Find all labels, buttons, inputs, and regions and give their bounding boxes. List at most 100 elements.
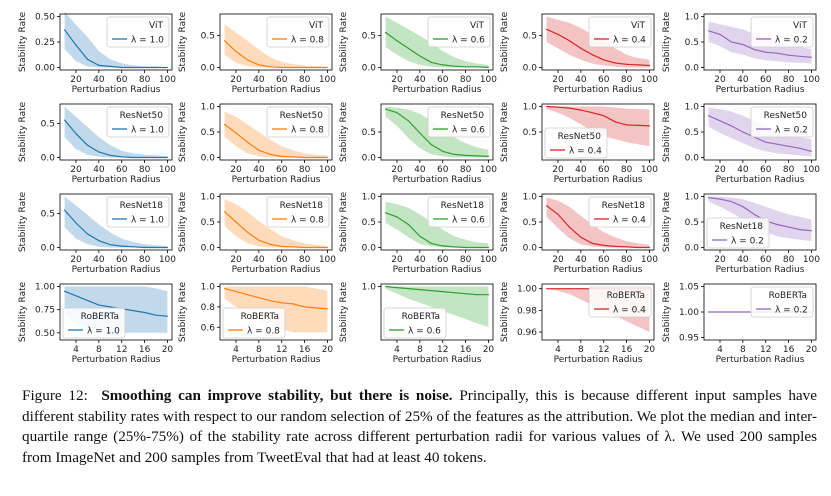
y-axis-label: Stability Rate <box>178 191 188 252</box>
median-point <box>742 206 744 208</box>
x-tick-label: 40 <box>414 165 426 175</box>
x-tick-label: 60 <box>760 165 772 175</box>
x-tick-label: 40 <box>737 75 749 85</box>
x-tick-label: 20 <box>230 75 242 85</box>
median-point <box>730 201 732 203</box>
median-point <box>614 121 616 123</box>
chart-svg: 20 40 60 80 100 0.00 0.25 0.50 Perturbation Radi… <box>18 11 176 95</box>
chart-svg: 20 40 60 80 100 0.0 0.5 1.0 Perturbation Radius S… <box>662 101 820 185</box>
median-point <box>144 156 146 159</box>
x-axis-label: Perturbation Radius <box>716 175 805 185</box>
y-axis-label: Stability Rate <box>339 11 349 72</box>
x-axis-label: Perturbation Radius <box>554 175 643 185</box>
chart-svg: 4 8 12 16 20 0.6 0.8 1.0 Perturbation Radius Stab… <box>178 281 333 365</box>
median-point <box>292 66 294 69</box>
x-axis-label: Perturbation Radius <box>716 355 805 365</box>
x-axis-label: Perturbation Radius <box>72 85 161 95</box>
figure-caption: Figure 12: Smoothing can improve stabili… <box>22 386 817 468</box>
y-tick-label: 1.0 <box>201 103 216 113</box>
x-axis-label: Perturbation Radius <box>72 355 161 365</box>
median-point <box>603 115 605 117</box>
y-tick-label: 1.0 <box>523 103 538 113</box>
y-tick-label: 0.0 <box>41 243 56 253</box>
x-tick-label: 20 <box>806 345 818 355</box>
median-point <box>591 242 593 244</box>
y-tick-label: 0.5 <box>362 128 376 138</box>
median-point <box>155 66 157 69</box>
iqr-band <box>224 199 328 248</box>
median-point <box>810 230 812 232</box>
x-tick-label: 20 <box>70 255 82 265</box>
median-point <box>258 297 260 299</box>
median-line <box>224 123 328 159</box>
panel-resnet50-3: 20 40 60 80 100 0.5 1.0 Perturbation Radius Stab… <box>498 100 658 192</box>
y-tick-label: 0.0 <box>41 153 56 163</box>
y-tick-label: 0.0 <box>685 153 700 163</box>
median-point <box>396 112 398 114</box>
median-point <box>708 197 710 199</box>
x-tick-label: 100 <box>641 255 658 265</box>
y-tick-label: 0.0 <box>201 153 216 163</box>
median-point <box>132 246 134 248</box>
median-point <box>465 293 467 295</box>
median-point <box>258 239 260 241</box>
x-tick-label: 40 <box>414 255 426 265</box>
chart-svg: 20 40 60 80 100 0.5 1.0 Perturbation Radius Stab… <box>500 101 658 185</box>
x-tick-label: 100 <box>319 255 336 265</box>
median-point <box>419 132 421 134</box>
legend-entry: λ = 1.0 <box>131 36 164 46</box>
y-tick-label: 1.0 <box>201 283 216 293</box>
median-point <box>75 133 77 135</box>
y-tick-label: 0.0 <box>523 63 538 73</box>
x-tick-label: 4 <box>394 345 400 355</box>
median-point <box>98 240 100 242</box>
x-tick-label: 20 <box>714 75 726 85</box>
median-point <box>476 155 478 157</box>
legend-entry: λ = 0.8 <box>291 36 324 46</box>
median-point <box>281 245 283 247</box>
y-axis-label: Stability Rate <box>662 281 672 342</box>
plot-frame <box>59 283 173 341</box>
median-point <box>64 209 66 211</box>
legend-entry: λ = 0.6 <box>452 216 485 226</box>
x-tick-label: 100 <box>480 75 497 85</box>
legend-entry: λ = 0.8 <box>291 216 324 226</box>
x-axis-label: Perturbation Radius <box>554 355 643 365</box>
x-axis-label: Perturbation Radius <box>232 85 321 95</box>
legend-entry: λ = 1.0 <box>87 327 120 337</box>
panel-vit-3: 20 40 60 80 100 0.0 0.5 Perturbation Radius Stab… <box>498 10 658 102</box>
x-tick-label: 8 <box>417 345 423 355</box>
median-point <box>166 156 168 159</box>
x-tick-label: 80 <box>783 75 795 85</box>
median-point <box>430 290 432 292</box>
median-line <box>385 108 489 157</box>
median-point <box>568 40 570 42</box>
panel-resnet50-0: 20 40 60 80 100 0.0 0.5 Perturbation Radius Stab… <box>16 100 176 192</box>
iqr-band <box>64 11 168 68</box>
panel-resnet50-1: 20 40 60 80 100 0.0 0.5 1.0 Perturbation Radius S… <box>176 100 336 192</box>
median-point <box>568 288 570 290</box>
iqr-band <box>546 106 650 147</box>
x-tick-label: 20 <box>552 255 564 265</box>
x-tick-label: 4 <box>717 345 723 355</box>
y-tick-label: 0.5 <box>523 218 537 228</box>
y-tick-label: 0.5 <box>523 32 537 42</box>
median-point <box>648 125 650 127</box>
x-tick-label: 20 <box>391 255 403 265</box>
x-tick-label: 100 <box>319 75 336 85</box>
median-point <box>281 66 283 69</box>
x-tick-label: 12 <box>598 345 609 355</box>
legend-entry: λ = 0.6 <box>452 36 485 46</box>
plot-frame <box>541 13 655 71</box>
iqr-band <box>385 286 489 328</box>
median-point <box>730 41 732 43</box>
x-tick-label: 8 <box>740 345 746 355</box>
median-point <box>453 246 455 248</box>
x-tick-label: 20 <box>162 345 174 355</box>
x-tick-label: 20 <box>714 255 726 265</box>
legend-title: ResNet50 <box>558 132 602 142</box>
x-tick-label: 60 <box>116 75 128 85</box>
plot-frame <box>219 283 333 341</box>
chart-svg: 20 40 60 80 100 0.0 0.5 1.0 Perturbation Radius S… <box>178 191 336 275</box>
median-point <box>269 243 271 245</box>
